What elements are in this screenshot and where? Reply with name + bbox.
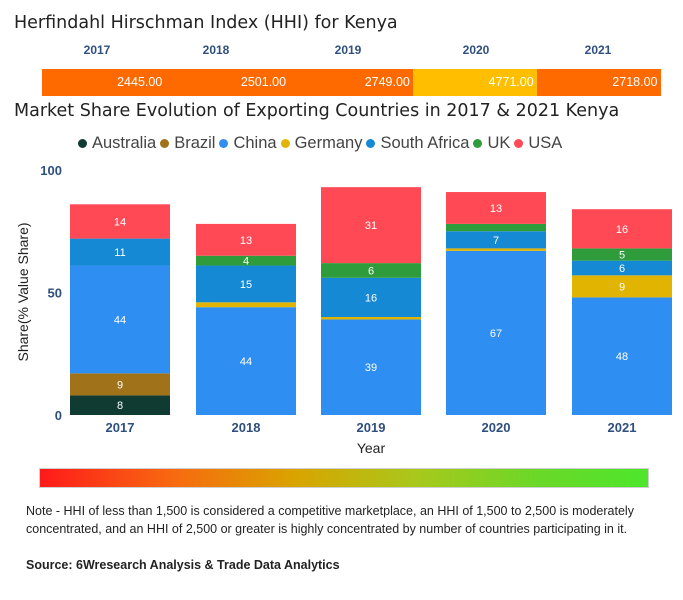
bar-data-label: 44 [114,314,126,326]
chart-legend: Australia Brazil China Germany South Africa U… [78,134,566,153]
x-tick-label: 2017 [106,420,135,435]
bar-data-label: 13 [490,203,502,215]
x-tick-label: 2019 [357,420,386,435]
legend-item-uk[interactable]: UK [473,134,510,153]
legend-dot [219,139,229,148]
legend-dot [280,139,290,148]
bar-data-label: 6 [619,263,625,275]
legend-dot [514,139,524,148]
hhi-year-2021: 2021 [584,43,612,57]
bar-segment-germany-2018 [196,302,296,308]
hhi-year-2020: 2020 [462,43,490,57]
bar-segment-germany-2019 [321,317,421,320]
bar-segment-brazil-2017 [70,373,170,396]
hhi-year-2019: 2019 [334,43,362,57]
hhi-value-2021: 2718.00 [537,69,662,96]
bar-segment-uk-2020 [446,223,546,232]
bar-segment-china-2019 [321,319,421,415]
legend-item-south-africa[interactable]: South Africa [366,134,469,153]
legend-label: Australia [92,134,157,152]
bar-data-label: 7 [493,235,499,247]
bar-data-label: 9 [619,281,625,293]
chart-title: Market Share Evolution of Exporting Coun… [14,101,620,121]
legend-dot [473,139,483,148]
bar-segment-germany-2020 [446,248,546,251]
bar-segment-australia-2017 [70,395,170,415]
source-text: Source: 6Wresearch Analysis & Trade Data… [26,558,340,572]
bar-data-label: 31 [365,220,377,232]
bar-data-label: 16 [365,292,377,304]
bar-data-label: 13 [240,235,252,247]
hhi-title: Herfindahl Hirschman Index (HHI) for Ken… [14,13,398,33]
bar-data-label: 9 [117,379,123,391]
bar-data-label: 39 [365,362,377,374]
legend-label: UK [487,134,511,152]
bar-segment-usa-2018 [196,223,296,256]
bar-data-label: 8 [117,400,123,412]
legend-dot [78,139,87,148]
y-tick-label: 100 [40,163,62,178]
bar-data-label: 16 [616,224,628,236]
legend-dot [160,139,170,148]
legend-item-usa[interactable]: USA [514,134,562,153]
legend-item-china[interactable]: China [219,134,277,153]
legend-item-brazil[interactable]: Brazil [160,134,215,153]
x-tick-label: 2020 [482,420,511,435]
bar-data-label: 4 [243,256,249,268]
bar-data-label: 44 [240,356,252,368]
legend-label: South Africa [380,134,470,152]
legend-label: USA [528,134,563,152]
bar-segment-china-2017 [70,265,170,374]
bar-segment-usa-2017 [70,204,170,239]
legend-item-australia[interactable]: Australia [78,134,156,153]
legend-label: Germany [294,134,363,152]
bar-data-label: 5 [619,250,625,262]
hhi-value-2020: 4771.00 [413,69,538,96]
bar-segment-south-africa-2017 [70,238,170,266]
bar-segment-usa-2020 [446,192,546,224]
y-tick-label: 50 [48,286,62,301]
x-tick-label: 2018 [232,420,261,435]
bar-segment-china-2020 [446,250,546,415]
bar-segment-usa-2021 [572,209,672,249]
bar-segment-south-africa-2018 [196,265,296,303]
hhi-year-2018: 2018 [202,43,230,57]
x-tick-label: 2021 [608,420,637,435]
bar-data-label: 48 [616,351,628,363]
note-text: Note - HHI of less than 1,500 is conside… [26,504,634,536]
bar-data-label: 11 [114,247,125,259]
legend-label: China [233,134,277,152]
bar-segment-south-africa-2020 [446,231,546,249]
bar-segment-china-2018 [196,307,296,415]
hhi-value-2018: 2501.00 [165,69,291,96]
hhi-color-scale [39,468,649,488]
legend-dot [366,139,376,148]
y-tick-label: 0 [55,408,62,423]
bar-data-label: 14 [114,216,126,228]
bar-data-label: 67 [490,328,502,340]
bar-segment-uk-2018 [196,255,296,266]
hhi-year-2017: 2017 [83,43,111,57]
bar-data-label: 6 [368,265,374,277]
bar-segment-germany-2021 [572,275,672,298]
bar-data-label: 15 [240,279,252,291]
bar-segment-uk-2019 [321,263,421,278]
legend-item-germany[interactable]: Germany [280,134,363,153]
stacked-bar-chart: 0 50 100 Share(% Value Share) Year 8 9 44 11 14 20… [15,163,672,456]
hhi-value-2019: 2749.00 [289,69,414,96]
x-axis-title: Year [357,440,386,456]
bar-segment-south-africa-2019 [321,277,421,317]
hhi-value-2017: 2445.00 [42,69,167,96]
bar-segment-usa-2019 [321,187,421,264]
legend-label: Brazil [174,134,216,152]
bar-segment-uk-2021 [572,248,672,261]
y-axis-title: Share(% Value Share) [15,222,31,361]
bar-segment-china-2021 [572,297,672,415]
bar-segment-south-africa-2021 [572,260,672,276]
